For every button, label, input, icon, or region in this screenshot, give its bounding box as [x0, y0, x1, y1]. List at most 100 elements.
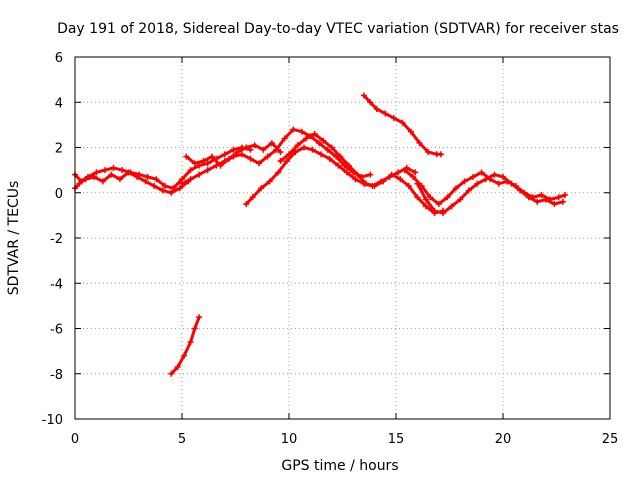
data-point — [108, 171, 115, 178]
data-point — [431, 207, 438, 214]
data-point — [397, 176, 404, 183]
data-point — [119, 167, 126, 174]
data-point — [395, 169, 402, 176]
data-point — [181, 352, 188, 359]
data-point — [367, 99, 374, 106]
data-point — [298, 128, 305, 135]
data-point — [371, 182, 378, 189]
data-point — [444, 194, 451, 201]
data-point — [256, 160, 263, 167]
data-point — [247, 155, 254, 162]
data-point — [277, 158, 284, 165]
data-point — [495, 180, 502, 187]
data-point — [482, 176, 489, 183]
data-point — [142, 178, 149, 185]
data-point — [470, 173, 477, 180]
data-point — [345, 162, 352, 169]
data-point — [401, 167, 408, 174]
data-point — [559, 198, 566, 205]
data-point — [538, 192, 545, 199]
y-axis-label: SDTVAR / TECUs — [6, 181, 22, 296]
data-point — [534, 198, 541, 205]
y-tick-label: -8 — [50, 368, 63, 383]
data-point — [161, 182, 168, 189]
data-point — [258, 185, 265, 192]
data-point — [151, 182, 158, 189]
data-point — [226, 155, 233, 162]
series-line-1 — [73, 146, 252, 190]
y-tick-label: -4 — [50, 277, 63, 292]
y-tick-label: 0 — [55, 187, 63, 202]
data-point — [324, 146, 331, 153]
data-point — [354, 171, 361, 178]
x-tick-label: 25 — [602, 432, 619, 447]
data-point — [187, 167, 194, 174]
y-tick-label: 4 — [55, 96, 63, 111]
data-point — [217, 162, 224, 169]
data-point — [294, 142, 301, 149]
data-point — [174, 363, 181, 370]
data-point — [414, 180, 421, 187]
y-tick-label: -2 — [50, 232, 63, 247]
data-point — [542, 196, 549, 203]
data-point — [461, 178, 468, 185]
data-point — [412, 169, 419, 176]
data-point — [457, 196, 464, 203]
data-point — [153, 176, 160, 183]
data-point — [390, 115, 397, 122]
data-point — [425, 149, 432, 156]
data-point — [422, 203, 429, 210]
data-point — [367, 171, 374, 178]
data-point — [315, 139, 322, 146]
data-point — [380, 178, 387, 185]
data-point — [116, 176, 123, 183]
data-point — [300, 144, 307, 151]
y-tick-label: 6 — [55, 51, 63, 66]
data-point — [183, 153, 190, 160]
data-point — [309, 146, 316, 153]
data-point — [243, 144, 250, 151]
data-point — [144, 173, 151, 180]
data-point — [179, 180, 185, 187]
data-point — [465, 187, 472, 194]
data-point — [200, 158, 207, 165]
data-point — [176, 185, 183, 192]
data-point — [414, 194, 421, 201]
data-point — [474, 180, 481, 187]
data-point — [388, 171, 395, 178]
data-point — [427, 194, 434, 201]
data-point — [99, 178, 106, 185]
data-point — [290, 126, 297, 133]
data-point — [76, 180, 83, 187]
x-axis-label: GPS time / hours — [281, 458, 398, 474]
data-point — [491, 171, 498, 178]
data-point — [110, 164, 117, 171]
data-point — [243, 201, 250, 208]
data-point — [500, 173, 506, 180]
data-point — [260, 146, 267, 153]
data-point — [249, 194, 256, 201]
data-point — [318, 151, 325, 158]
data-point — [221, 151, 228, 158]
data-point — [437, 151, 444, 158]
data-point — [208, 153, 215, 160]
data-point — [187, 176, 194, 183]
data-point — [268, 139, 275, 146]
x-tick-label: 5 — [178, 432, 186, 447]
data-point — [101, 167, 108, 174]
data-point — [551, 201, 558, 208]
y-tick-label: -6 — [50, 323, 63, 338]
data-point — [234, 149, 241, 156]
data-point — [326, 155, 333, 162]
data-point — [517, 187, 524, 194]
data-point — [204, 160, 211, 167]
data-point — [360, 92, 367, 99]
data-point — [292, 149, 299, 156]
data-point — [125, 169, 132, 176]
data-point — [452, 185, 459, 192]
data-point — [283, 158, 290, 165]
data-point — [382, 110, 389, 117]
data-point — [373, 106, 380, 113]
data-point — [277, 149, 284, 156]
data-point — [238, 151, 245, 158]
